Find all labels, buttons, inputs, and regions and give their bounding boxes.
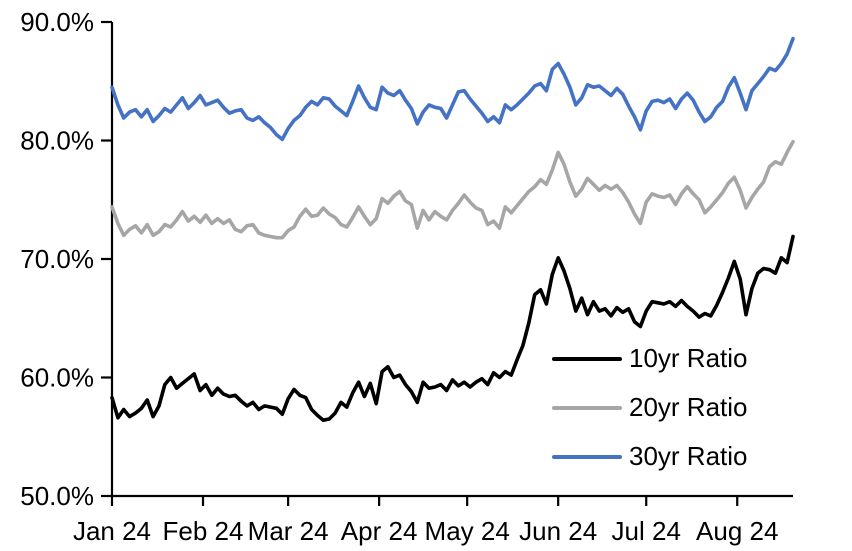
series-line-30yr-ratio (110, 36, 795, 142)
legend-swatch-20yr (552, 405, 622, 410)
x-tick-label: Jun 24 (519, 516, 597, 546)
x-tick-label: Aug 24 (696, 516, 778, 546)
series-line-20yr-ratio (110, 139, 795, 240)
legend-label-30yr: 30yr Ratio (629, 441, 748, 471)
y-tick-label: 90.0% (20, 7, 94, 37)
legend-label-20yr: 20yr Ratio (629, 392, 748, 422)
x-tick-label: May 24 (425, 516, 510, 546)
chart-legend: 10yr Ratio 20yr Ratio 30yr Ratio (552, 342, 748, 473)
legend-label-10yr: 10yr Ratio (629, 343, 748, 373)
y-tick-label: 70.0% (20, 244, 94, 274)
y-tick-label: 50.0% (20, 481, 94, 511)
x-tick-label: Jul 24 (612, 516, 681, 546)
legend-item-10yr: 10yr Ratio (552, 342, 748, 375)
x-tick-label: Feb 24 (163, 516, 244, 546)
y-tick-label: 60.0% (20, 363, 94, 393)
legend-item-20yr: 20yr Ratio (552, 391, 748, 424)
x-tick-label: Apr 24 (341, 516, 418, 546)
x-tick-label: Jan 24 (73, 516, 151, 546)
x-tick-label: Mar 24 (248, 516, 329, 546)
legend-swatch-10yr (552, 356, 622, 361)
y-tick-label: 80.0% (20, 126, 94, 156)
series-line-10yr-ratio (110, 234, 795, 423)
legend-item-30yr: 30yr Ratio (552, 440, 748, 473)
legend-swatch-30yr (552, 454, 622, 459)
